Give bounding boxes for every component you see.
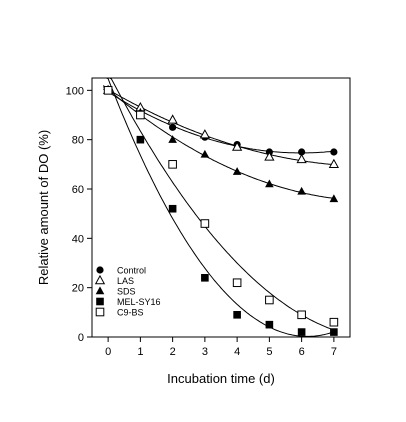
data-point-c9-bs xyxy=(232,278,242,288)
data-point-las xyxy=(199,129,211,139)
legend-marker-mel-sy16 xyxy=(96,297,104,306)
x-tick-label: 6 xyxy=(299,346,305,358)
y-axis-title: Relative amount of DO (%) xyxy=(36,130,51,285)
legend-label-mel-sy16: MEL-SY16 xyxy=(117,297,161,307)
x-tick-label: 7 xyxy=(331,346,337,358)
data-point-mel-sy16 xyxy=(201,274,209,282)
fit-curve-c9-bs xyxy=(103,77,335,331)
legend-marker-sds xyxy=(95,286,105,295)
data-point-c9-bs xyxy=(329,317,339,327)
x-tick-label: 3 xyxy=(202,346,208,358)
data-point-c9-bs xyxy=(103,86,113,95)
y-axis-ticks: 0 20 40 60 80 100 xyxy=(66,85,92,344)
legend-label-c9-bs: C9-BS xyxy=(117,307,144,317)
data-point-sds xyxy=(232,167,242,175)
data-point-c9-bs xyxy=(136,110,145,120)
data-point-las xyxy=(296,153,307,164)
legend-label-sds: SDS xyxy=(117,286,136,296)
y-tick-label: 20 xyxy=(72,283,84,295)
data-point-sds xyxy=(200,149,210,158)
data-point-mel-sy16 xyxy=(233,311,241,319)
y-tick-label: 0 xyxy=(78,332,84,344)
data-point-sds xyxy=(168,135,177,143)
data-point-sds xyxy=(265,179,274,188)
legend-marker-c9-bs xyxy=(95,307,105,317)
x-tick-label: 1 xyxy=(137,346,143,358)
x-tick-label: 4 xyxy=(234,346,240,358)
data-point-c9-bs xyxy=(200,219,210,228)
data-markers xyxy=(102,84,340,336)
data-point-las xyxy=(328,158,340,169)
data-point-mel-sy16 xyxy=(136,135,145,144)
x-tick-label: 2 xyxy=(170,346,176,358)
x-axis-title: Incubation time (d) xyxy=(167,371,275,386)
legend-label-control: Control xyxy=(117,265,146,275)
data-point-las xyxy=(231,141,243,151)
data-point-control xyxy=(330,148,338,156)
data-point-c9-bs xyxy=(265,295,274,305)
y-tick-label: 60 xyxy=(72,184,84,196)
x-tick-label: 5 xyxy=(266,346,272,358)
y-tick-label: 80 xyxy=(72,135,84,147)
legend-label-las: LAS xyxy=(117,276,134,286)
data-point-control xyxy=(169,123,177,131)
x-axis-ticks: 0 1 2 3 4 5 6 7 xyxy=(105,337,337,358)
legend-marker-las xyxy=(94,274,106,285)
y-tick-label: 40 xyxy=(72,233,84,245)
data-point-control xyxy=(298,148,306,156)
data-point-mel-sy16 xyxy=(168,204,177,213)
data-point-c9-bs xyxy=(168,160,177,169)
x-tick-label: 0 xyxy=(105,346,111,358)
data-point-las xyxy=(167,114,178,124)
data-point-sds xyxy=(329,194,339,203)
data-point-mel-sy16 xyxy=(265,320,274,329)
plot-area xyxy=(91,77,351,338)
y-tick-label: 100 xyxy=(66,85,84,97)
fit-curve-mel-sy16 xyxy=(103,77,335,337)
data-point-mel-sy16 xyxy=(330,328,338,336)
data-point-sds xyxy=(297,186,306,195)
data-point-c9-bs xyxy=(297,310,306,320)
data-point-las xyxy=(264,151,275,161)
data-point-mel-sy16 xyxy=(297,328,306,336)
legend-marker-control xyxy=(96,266,104,274)
